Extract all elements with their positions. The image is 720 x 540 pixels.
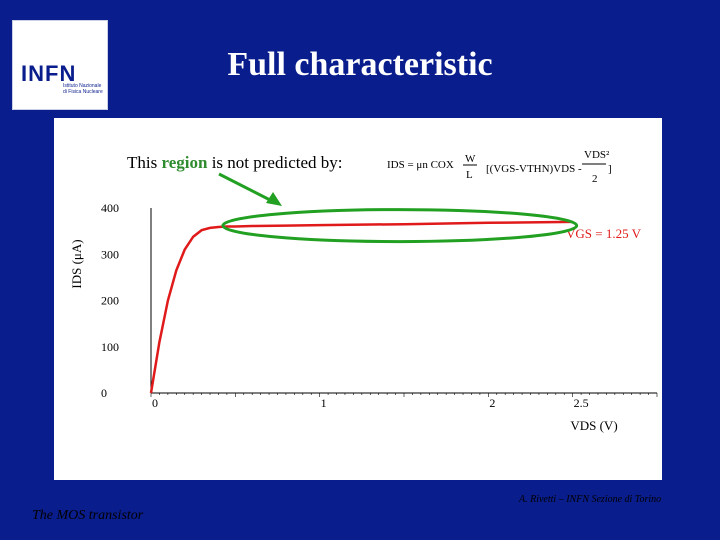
y-tick-label: 400 bbox=[101, 201, 119, 215]
slide-title: Full characteristic bbox=[227, 46, 493, 83]
y-tick-label: 100 bbox=[101, 340, 119, 354]
formula-close: ] bbox=[608, 163, 612, 175]
logo-text: INFN bbox=[21, 61, 77, 86]
annotation-arrow bbox=[218, 172, 282, 206]
y-tick-label: 300 bbox=[101, 247, 119, 261]
formula-w: W bbox=[465, 153, 476, 165]
series-line bbox=[149, 220, 573, 394]
arrow-head bbox=[266, 192, 282, 206]
x-tick-label: 2 bbox=[489, 396, 495, 410]
arrow-shaft bbox=[218, 172, 275, 204]
chart-svg: This region is not predicted by: IDS = μ… bbox=[69, 149, 658, 433]
y-axis-label: IDS (μA) bbox=[69, 239, 84, 288]
x-tick-label: 0 bbox=[152, 396, 158, 410]
formula-lhs: IDS = μn COX bbox=[387, 159, 454, 171]
footer-author: A. Rivetti – INFN Sezione di Torino bbox=[519, 494, 662, 505]
y-tick-label: 200 bbox=[101, 294, 119, 308]
formula-two: 2 bbox=[592, 173, 598, 185]
formula-vds2: VDS² bbox=[584, 149, 610, 161]
series-label: VGS = 1.25 V bbox=[566, 226, 642, 241]
chart-panel: This region is not predicted by: IDS = μ… bbox=[54, 118, 662, 480]
formula-bracket: [(VGS-VTHN)VDS - bbox=[486, 163, 582, 175]
annotation-prefix: This bbox=[127, 153, 161, 172]
annotation-text: This region is not predicted by: bbox=[127, 153, 342, 172]
formula-l: L bbox=[466, 169, 473, 181]
y-tick-labels: 0 100 200 300 400 bbox=[101, 201, 119, 400]
annotation-suffix: is not predicted by: bbox=[207, 153, 342, 172]
infn-logo: INFN Istituto Nazionale di Fisica Nuclea… bbox=[12, 20, 108, 110]
x-tick-labels: 0 1 2 2.5 bbox=[150, 393, 658, 410]
annotation-highlight: region bbox=[161, 153, 208, 172]
highlight-ellipse bbox=[221, 208, 579, 244]
y-tick-label: 0 bbox=[101, 386, 107, 400]
footer-title: The MOS transistor bbox=[32, 508, 144, 523]
x-tick-label: 1 bbox=[321, 396, 327, 410]
x-tick-label: 2.5 bbox=[574, 396, 589, 410]
x-axis-label: VDS (V) bbox=[570, 418, 617, 433]
logo-subtitle: Istituto Nazionale di Fisica Nucleare bbox=[63, 83, 103, 95]
